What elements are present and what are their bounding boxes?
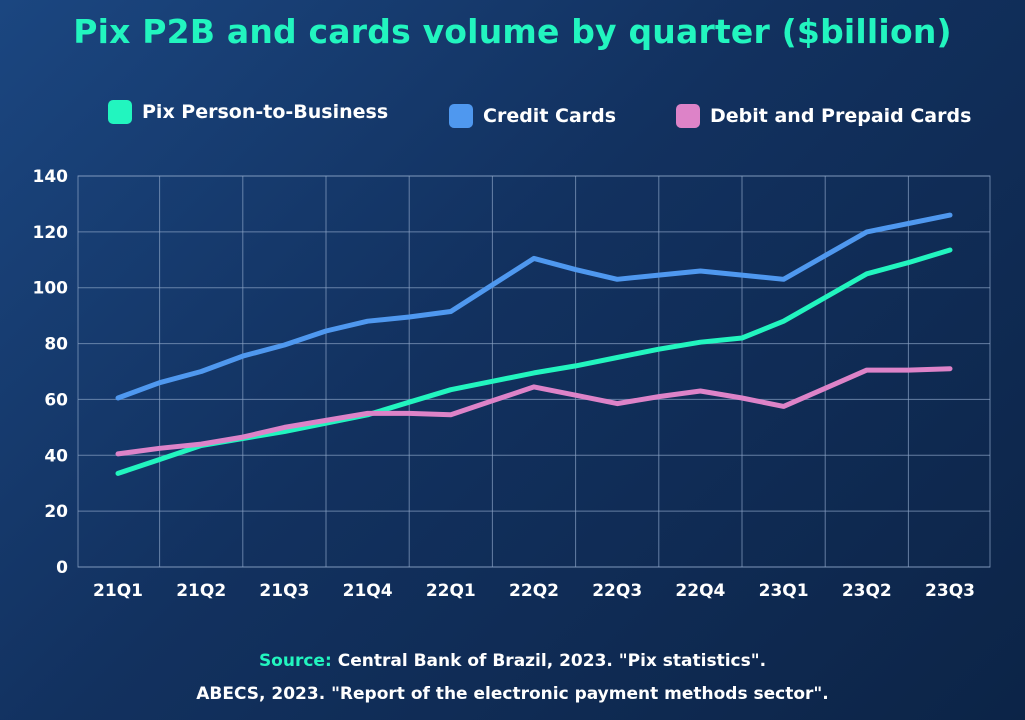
- legend-label-pix: Pix Person-to-Business: [142, 101, 389, 123]
- legend-swatch-debit: [676, 104, 700, 128]
- y-tick-label: 140: [33, 167, 69, 187]
- x-tick-label: 22Q1: [426, 581, 476, 601]
- y-tick-label: 80: [44, 335, 68, 355]
- legend-item-pix: Pix Person-to-Business: [108, 100, 388, 124]
- legend-swatch-pix: [108, 100, 132, 124]
- x-tick-label: 23Q2: [842, 581, 892, 601]
- x-tick-label: 22Q2: [509, 581, 559, 601]
- line-chart: 0 20 40 60 80 100 120 140 21Q1 21Q2 21Q3 21Q4 22Q1 22…: [33, 167, 991, 601]
- legend-label-credit: Credit Cards: [483, 105, 617, 127]
- series-line-2: [115, 366, 953, 457]
- x-tick-label: 21Q2: [176, 581, 226, 601]
- y-tick-label: 20: [44, 502, 68, 522]
- x-tick-label: 21Q3: [259, 581, 309, 601]
- x-tick-label: 22Q4: [675, 581, 725, 601]
- chart-title: Pix P2B and cards volume by quarter ($bi…: [73, 12, 952, 51]
- x-tick-label: 23Q1: [759, 581, 809, 601]
- legend-item-credit: Credit Cards: [449, 104, 616, 128]
- source-label: Source:: [258, 651, 332, 671]
- source-line-2: ABECS, 2023. "Report of the electronic p…: [196, 684, 829, 704]
- y-tick-label: 100: [33, 279, 69, 299]
- x-tick-label: 21Q1: [93, 581, 143, 601]
- x-tick-label: 21Q4: [343, 581, 393, 601]
- y-tick-label: 60: [44, 390, 68, 410]
- legend-item-debit: Debit and Prepaid Cards: [676, 104, 971, 128]
- series-line-1: [115, 212, 953, 401]
- source-line-1: Source: Central Bank of Brazil, 2023. "Pi…: [0, 651, 1025, 671]
- y-tick-label: 40: [44, 446, 68, 466]
- x-tick-label: 22Q3: [592, 581, 642, 601]
- x-tick-label: 23Q3: [925, 581, 975, 601]
- y-tick-label: 0: [56, 558, 68, 578]
- legend-label-debit: Debit and Prepaid Cards: [710, 105, 972, 127]
- source-text-1: Central Bank of Brazil, 2023. "Pix stati…: [337, 651, 767, 671]
- y-tick-label: 120: [33, 223, 69, 243]
- legend-swatch-credit: [449, 104, 473, 128]
